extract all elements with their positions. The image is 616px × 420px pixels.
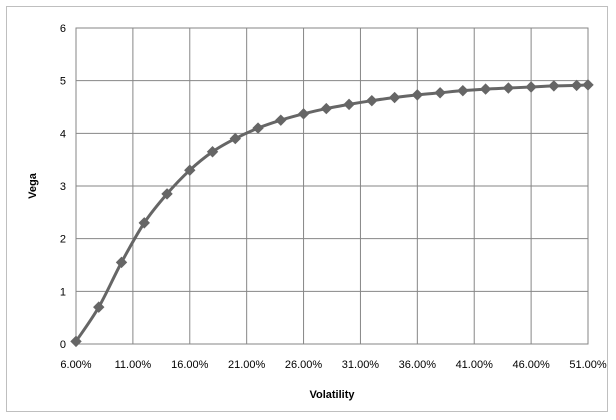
data-point	[525, 81, 537, 93]
data-point	[457, 84, 469, 97]
data-point	[184, 164, 196, 176]
data-point	[93, 301, 105, 313]
x-axis-title: Volatility	[309, 389, 355, 401]
y-tick-label: 3	[60, 181, 66, 193]
y-tick-label: 5	[60, 76, 66, 88]
data-point	[252, 122, 264, 134]
data-point	[388, 91, 401, 104]
x-tick-label: 31.00%	[342, 359, 380, 371]
data-point	[206, 146, 219, 158]
y-tick-label: 4	[60, 128, 66, 140]
x-tick-label: 6.00%	[60, 359, 91, 371]
x-axis-ticks: 6.00% 11.00% 16.00% 21.00% 26.00% 31.00% 36.00…	[60, 359, 606, 371]
data-point	[320, 102, 333, 115]
series-vega	[70, 79, 594, 348]
data-point	[570, 79, 583, 92]
y-tick-label: 1	[60, 286, 66, 298]
x-tick-label: 36.00%	[399, 359, 437, 371]
data-point	[275, 114, 287, 126]
data-point	[70, 335, 82, 348]
data-point	[138, 217, 150, 229]
x-tick-label: 21.00%	[228, 359, 266, 371]
y-axis-ticks: 0 1 2 3 4 5 6	[60, 23, 66, 351]
series-line	[74, 83, 589, 343]
x-tick-label: 26.00%	[285, 359, 323, 371]
gridlines	[75, 27, 589, 345]
data-point	[115, 256, 128, 269]
data-point	[411, 89, 424, 101]
y-axis-title: Vega	[27, 172, 39, 199]
y-tick-label: 2	[60, 234, 66, 246]
data-point	[297, 108, 310, 120]
x-tick-label: 11.00%	[115, 359, 152, 371]
data-point	[343, 98, 355, 111]
data-point	[479, 83, 492, 95]
x-tick-label: 16.00%	[171, 359, 209, 371]
data-point	[161, 188, 173, 200]
data-point	[366, 94, 378, 107]
data-point	[582, 79, 594, 91]
x-tick-label: 51.00%	[569, 359, 607, 371]
y-tick-label: 6	[60, 23, 66, 35]
data-point	[502, 82, 515, 94]
x-tick-label: 41.00%	[456, 359, 494, 371]
x-tick-label: 46.00%	[512, 359, 550, 371]
data-point	[434, 87, 446, 99]
data-point	[229, 132, 241, 145]
data-point	[548, 80, 560, 92]
y-tick-label: 0	[60, 339, 66, 351]
